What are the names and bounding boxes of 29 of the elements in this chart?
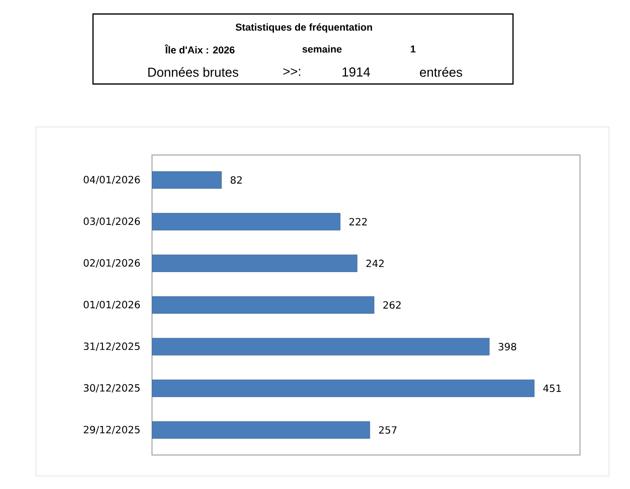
chart-title: Statistiques de fréquentation [236,23,372,33]
y-tick-label: 03/01/2026 [84,217,140,226]
data-label: 82 [230,176,242,184]
bar [152,338,490,356]
text: >>: [283,68,300,76]
y-tick-label: 30/12/2025 [84,384,140,392]
y-tick-label: 29/12/2025 [84,426,140,434]
bar [152,421,370,439]
text: 1 [410,46,416,52]
text: Données brutes [148,67,238,77]
data-label: 257 [379,426,396,434]
bar [152,254,358,272]
y-tick-label: 04/01/2026 [84,176,140,184]
bar [152,212,340,230]
text: 1914 [342,67,370,77]
data-label: 242 [366,260,384,268]
data-label: 451 [543,384,561,392]
bar [152,171,222,189]
bar [152,380,534,398]
data-label: 222 [349,218,367,226]
chart-subtitle: Île d'Aix : 2026 [164,44,235,54]
y-tick-label: 31/12/2025 [84,342,140,351]
text: semaine [302,45,342,53]
data-label: 262 [383,301,401,309]
bar [152,296,374,314]
y-tick-label: 02/01/2026 [84,259,140,268]
data-label: 398 [498,342,516,350]
y-tick-label: 01/01/2026 [84,300,140,310]
text: entrées [420,67,462,77]
